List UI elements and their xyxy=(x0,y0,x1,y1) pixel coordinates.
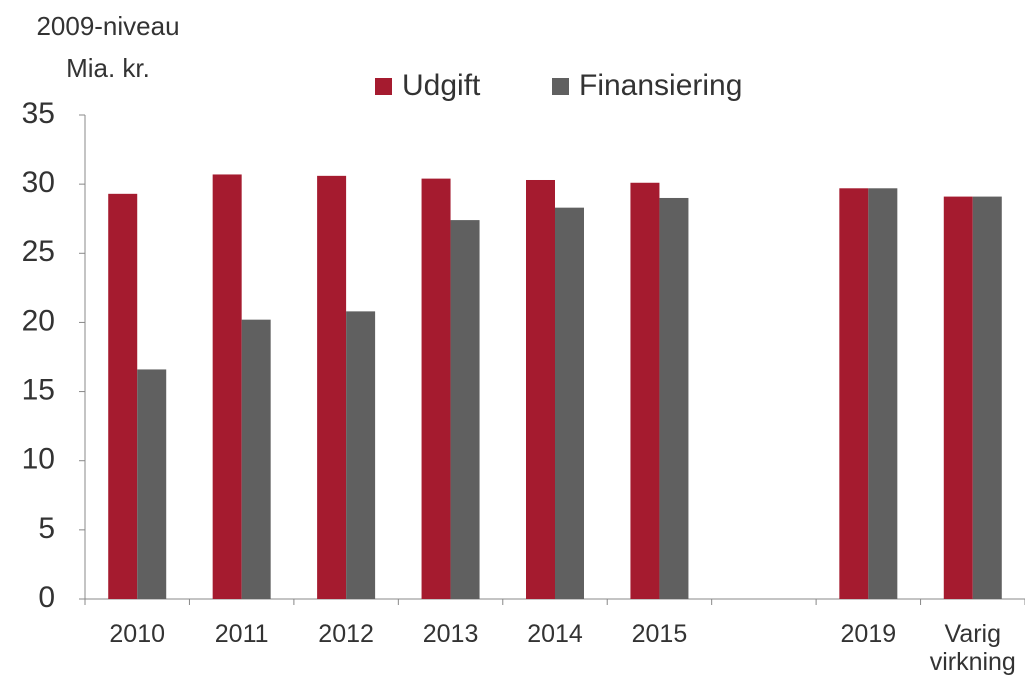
legend-swatch xyxy=(552,78,569,95)
bar xyxy=(212,174,242,599)
legend-label: Udgift xyxy=(402,69,481,102)
bar xyxy=(526,179,555,599)
x-tick-label: 2012 xyxy=(318,620,374,648)
bar xyxy=(346,311,376,599)
bar xyxy=(630,182,660,599)
legend-swatch xyxy=(375,78,392,95)
x-tick-label: 2015 xyxy=(631,620,688,648)
x-tick-label: 2019 xyxy=(840,620,897,648)
bar xyxy=(137,369,167,599)
bar xyxy=(839,188,869,599)
bar xyxy=(317,175,347,600)
y-tick-label: 15 xyxy=(22,373,55,406)
y-tick-label: 20 xyxy=(22,304,55,337)
bar xyxy=(450,220,480,599)
y-axis-label: Mia. kr. xyxy=(66,53,150,83)
legend-label: Finansiering xyxy=(579,69,742,102)
x-tick-label: Varig virkning xyxy=(929,620,1016,676)
bar xyxy=(421,178,451,599)
x-tick-label: 2011 xyxy=(214,620,269,648)
y-tick-label: 25 xyxy=(22,235,55,268)
y-tick-label: 35 xyxy=(22,97,55,130)
y-tick-label: 5 xyxy=(38,512,55,545)
bar xyxy=(108,193,138,599)
y-tick-label: 30 xyxy=(22,166,55,199)
x-tick-label: 2010 xyxy=(109,620,166,648)
x-tick-label: 2013 xyxy=(422,620,479,648)
x-tick-label: 2014 xyxy=(527,620,583,648)
bar xyxy=(241,319,271,599)
bar xyxy=(555,207,584,599)
bar xyxy=(943,196,973,600)
y-axis-label: 2009-niveau xyxy=(36,11,179,41)
y-tick-label: 0 xyxy=(38,581,55,614)
bar xyxy=(868,188,898,599)
bar xyxy=(659,197,689,599)
bar xyxy=(972,196,1002,600)
y-tick-label: 10 xyxy=(22,443,55,476)
